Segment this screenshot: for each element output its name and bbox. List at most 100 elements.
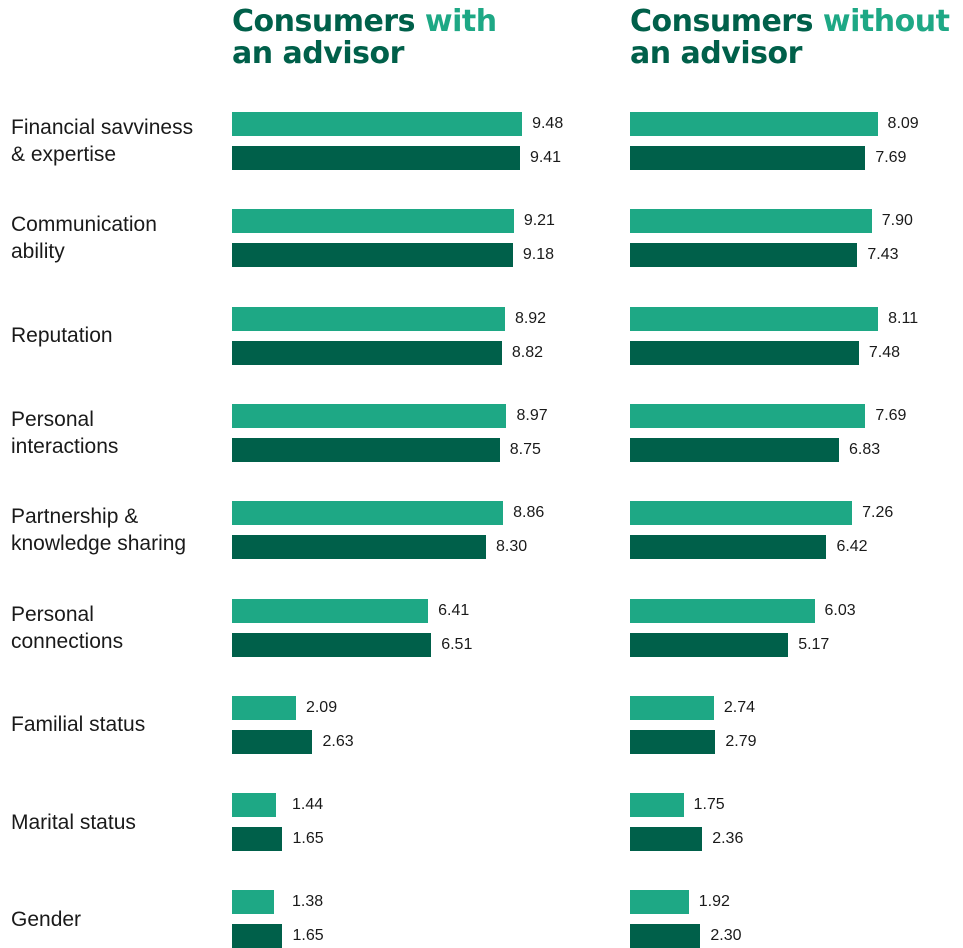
value-label: 8.09 (887, 115, 919, 132)
bar-without-advisor (630, 632, 789, 657)
value-label: 2.63 (322, 732, 354, 750)
value-label: 1.38 (292, 893, 324, 911)
bar-without-advisor (630, 403, 866, 428)
bar-with-advisor (232, 437, 500, 462)
category-label: Marital status (11, 809, 221, 836)
category-label: Financial savviness & expertise (11, 114, 221, 168)
bar-with-advisor (232, 729, 313, 754)
value-label: 7.90 (881, 212, 913, 230)
bar-with-advisor (232, 924, 283, 948)
value-label: 6.42 (836, 538, 868, 556)
value-label: 8.11 (888, 309, 919, 327)
bar-without-advisor (630, 112, 878, 136)
category-label-line: knowledge sharing (11, 532, 187, 556)
value-label: 7.69 (875, 406, 907, 424)
title-prefix: Consumers (630, 4, 823, 39)
category-label-line: Reputation (11, 324, 113, 348)
category-label-line: Communication (11, 213, 157, 237)
value-label: 6.83 (848, 440, 881, 458)
value-label: 1.44 (292, 796, 324, 814)
value-label: 8.92 (514, 309, 547, 327)
value-label: 2.09 (305, 698, 338, 716)
value-label: 9.41 (529, 149, 562, 166)
bar-without-advisor (630, 340, 859, 365)
bar-with-advisor (232, 209, 514, 234)
bar-without-advisor (630, 793, 684, 818)
bar-without-advisor (630, 209, 872, 234)
value-label: 7.26 (862, 504, 894, 522)
bar-with-advisor (232, 535, 486, 560)
category-label: Familial status (11, 711, 221, 738)
bar-with-advisor (232, 793, 277, 818)
category-label-line: Familial status (11, 713, 146, 737)
bar-without-advisor (630, 827, 703, 852)
value-label: 6.41 (438, 601, 470, 619)
category-label-line: interactions (11, 434, 119, 458)
value-label: 1.65 (292, 830, 324, 848)
value-label: 9.18 (522, 246, 555, 264)
value-label: 6.03 (824, 601, 856, 619)
value-label: 8.75 (509, 440, 541, 458)
bar-without-advisor (630, 695, 714, 720)
bar-with-advisor (232, 306, 505, 331)
value-label: 7.69 (875, 149, 907, 166)
value-label: 2.36 (712, 830, 744, 848)
value-label: 1.75 (693, 796, 725, 814)
title-suffix: an advisor (232, 36, 404, 71)
category-label: Gender (11, 906, 221, 933)
value-label: 9.21 (523, 212, 555, 230)
value-label: 8.30 (495, 538, 528, 556)
title-accent: with (424, 4, 497, 39)
bar-without-advisor (630, 535, 827, 560)
bar-without-advisor (630, 437, 839, 462)
value-label: 9.48 (532, 115, 564, 132)
panel-title-without-advisor: Consumers without an advisor (630, 4, 950, 71)
bar-with-advisor (232, 340, 502, 365)
category-label-line: & expertise (11, 143, 117, 166)
bar-without-advisor (630, 729, 716, 754)
bar-without-advisor (630, 501, 853, 526)
category-label-line: Personal (11, 407, 94, 431)
bar-with-advisor (232, 632, 432, 657)
value-label: 1.65 (292, 927, 324, 945)
category-label: Communication ability (11, 211, 221, 265)
value-label: 2.79 (725, 732, 757, 750)
bar-without-advisor (630, 243, 858, 268)
bar-without-advisor (630, 146, 866, 170)
bar-with-advisor (232, 827, 283, 852)
bar-with-advisor (232, 112, 523, 136)
bar-with-advisor (232, 501, 504, 526)
title-prefix: Consumers (232, 4, 425, 39)
category-label-line: ability (11, 240, 65, 264)
category-label-line: Financial savviness (11, 116, 194, 139)
category-label-line: Gender (11, 907, 82, 931)
title-accent: without (822, 4, 950, 39)
value-label: 1.92 (698, 893, 730, 911)
value-label: 2.30 (710, 927, 742, 945)
category-label-line: Marital status (11, 810, 136, 834)
bar-without-advisor (630, 598, 815, 623)
value-label: 7.43 (867, 246, 899, 264)
value-label: 8.82 (511, 343, 544, 361)
category-label: Reputation (11, 322, 221, 349)
bar-with-advisor (232, 243, 513, 268)
category-label-line: connections (11, 629, 124, 653)
category-label: Personal connections (11, 601, 221, 655)
bar-without-advisor (630, 306, 879, 331)
panel-title-with-advisor: Consumers with an advisor (232, 6, 497, 70)
category-label: Personal interactions (11, 406, 221, 460)
bar-with-advisor (232, 695, 296, 720)
bar-without-advisor (630, 924, 701, 948)
category-label-line: Partnership & (11, 505, 139, 529)
category-label-line: Personal (11, 602, 94, 626)
bar-with-advisor (232, 890, 275, 915)
value-label: 6.51 (441, 635, 473, 653)
bar-without-advisor (630, 890, 689, 915)
bar-with-advisor (232, 146, 520, 170)
value-label: 2.74 (723, 698, 755, 716)
bar-with-advisor (232, 598, 429, 623)
category-label: Partnership & knowledge sharing (11, 503, 221, 557)
value-label: 7.48 (868, 343, 901, 361)
title-suffix: an advisor (630, 36, 802, 71)
